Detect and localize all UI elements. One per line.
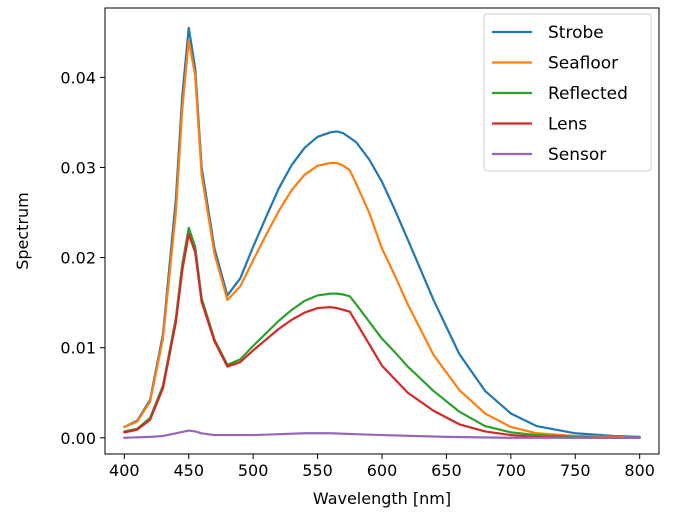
series-lines [123,26,641,439]
x-tick-label: 700 [496,461,527,480]
series-line-sensor [123,429,641,439]
series-line-lens [123,233,641,439]
y-tick-label: 0.00 [60,429,96,448]
legend-label: Lens [548,115,587,135]
series-line-reflected [123,226,641,439]
x-tick-label: 800 [624,461,655,480]
legend-label: Strobe [548,23,604,43]
x-tick-label: 450 [173,461,204,480]
y-tick-label: 0.03 [60,158,96,177]
x-tick-label: 500 [238,461,269,480]
y-tick-label: 0.02 [60,249,96,268]
x-tick-label: 550 [302,461,333,480]
x-axis-label: Wavelength [nm] [313,489,451,508]
x-tick-label: 400 [109,461,140,480]
legend-box [483,13,652,172]
legend: Strobe Seafloor Reflected Lens Sensor [483,13,652,172]
x-axis: 400 450 500 550 600 650 700 750 800 [109,454,655,480]
y-axis: 0.00 0.01 0.02 0.03 0.04 [60,68,105,448]
legend-label: Sensor [548,145,606,165]
x-tick-label: 650 [431,461,462,480]
series-line-seafloor [123,39,641,439]
legend-label: Reflected [548,84,628,104]
x-tick-label: 600 [367,461,398,480]
x-tick-label: 750 [560,461,591,480]
y-axis-label: Spectrum [13,192,32,270]
y-tick-label: 0.04 [60,68,96,87]
legend-label: Seafloor [548,54,618,74]
series-line-strobe [123,26,641,438]
y-tick-label: 0.01 [60,339,96,358]
